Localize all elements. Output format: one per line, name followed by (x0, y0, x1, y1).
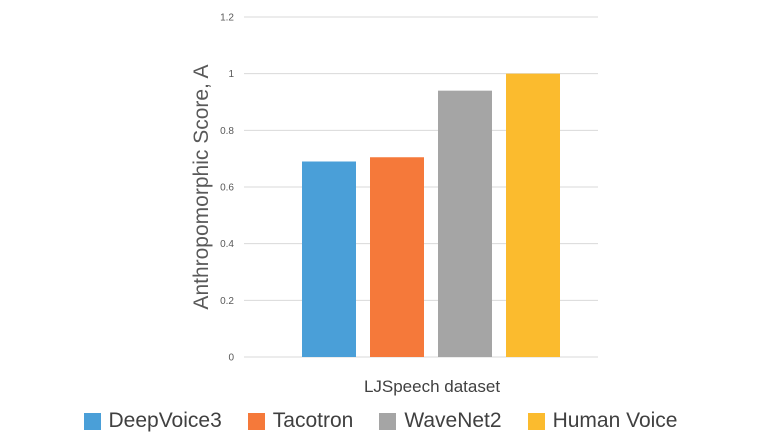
y-tick-label: 0.4 (220, 239, 234, 250)
y-axis-ticks: 0 0.2 0.4 0.6 0.8 1 1.2 (220, 13, 234, 364)
legend-label: DeepVoice3 (108, 409, 222, 432)
y-tick-label: 0.8 (220, 126, 234, 137)
legend-item-human-voice: Human Voice (527, 409, 678, 433)
bar-chart: 0 0.2 0.4 0.6 0.8 1 1.2 Anthropomorphic Score,… (190, 13, 598, 396)
bars (302, 73, 560, 358)
bar-tacotron (370, 157, 424, 357)
legend: DeepVoice3 Tacotron WaveNet2 Human Voice (0, 405, 761, 437)
legend-label: WaveNet2 (404, 409, 502, 432)
bar-wavenet2 (438, 90, 492, 358)
y-tick-label: 0.6 (220, 183, 234, 194)
y-tick-label: 1 (228, 69, 234, 80)
legend-item-tacotron: Tacotron (247, 409, 354, 433)
legend-swatch (83, 412, 101, 430)
bar-human-voice (506, 73, 560, 358)
legend-swatch (247, 412, 265, 430)
legend-swatch (527, 412, 545, 430)
y-axis-label: Anthropomorphic Score, A (190, 64, 213, 309)
y-tick-label: 0 (228, 353, 234, 364)
bar-deepvoice3 (302, 161, 356, 357)
legend-label: Tacotron (272, 409, 354, 432)
legend-swatch (379, 412, 397, 430)
legend-item-deepvoice3: DeepVoice3 (83, 409, 222, 433)
legend-label: Human Voice (552, 409, 678, 432)
y-tick-label: 0.2 (220, 296, 234, 307)
y-tick-label: 1.2 (220, 13, 234, 24)
legend-item-wavenet2: WaveNet2 (379, 409, 502, 433)
x-axis-label: LJSpeech dataset (364, 377, 500, 396)
